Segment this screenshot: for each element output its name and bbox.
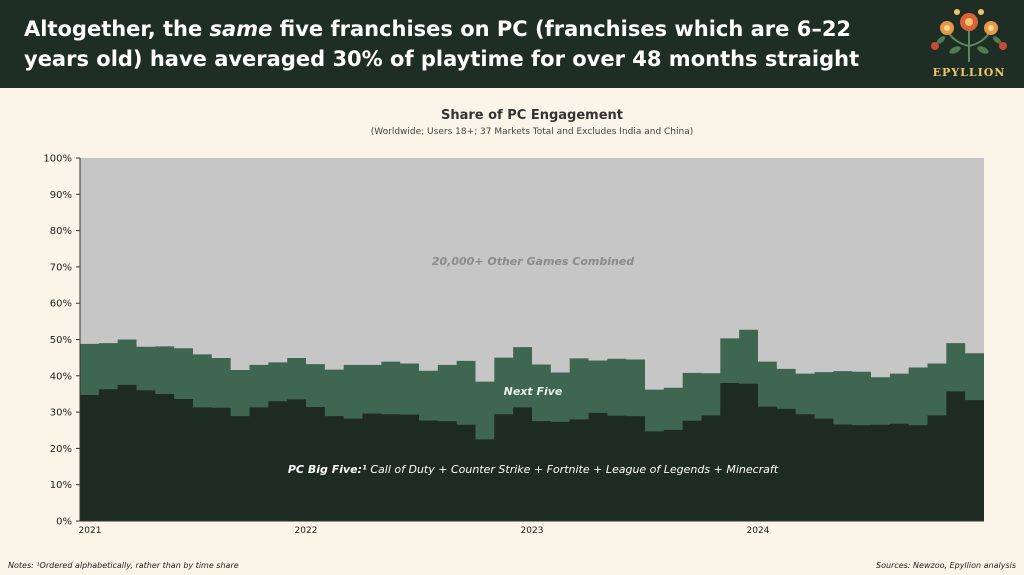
y-tick-label: 100% [43, 154, 72, 165]
others-series-label: 20,000+ Other Games Combined [432, 255, 634, 268]
x-tick-label: 2024 [747, 526, 770, 536]
footnote: Notes: ¹Ordered alphabetically, rather t… [8, 561, 239, 570]
x-tick-label: 2021 [79, 526, 102, 536]
y-tick-label: 60% [50, 299, 72, 310]
y-tick-label: 40% [50, 371, 72, 382]
x-tick-label: 2022 [295, 526, 318, 536]
header-bar: Altogether, the same five franchises on … [0, 0, 1024, 88]
y-tick-label: 20% [50, 444, 72, 455]
headline: Altogether, the same five franchises on … [24, 17, 860, 71]
y-tick-label: 70% [50, 262, 72, 273]
sources: Sources: Newzoo, Epyllion analysis [875, 561, 1016, 570]
big-five-series-label: PC Big Five:¹ Call of Duty + Counter Str… [288, 463, 779, 476]
epyllion-logo: EPYLLION [925, 6, 1013, 82]
y-tick-label: 10% [50, 480, 72, 491]
next-five-series-label: Next Five [504, 385, 563, 398]
chart-title: Share of PC Engagement [440, 108, 624, 123]
y-tick-label: 90% [50, 190, 72, 201]
chart-subtitle: (Worldwide; Users 18+; 37 Markets Total … [370, 127, 694, 137]
y-tick-label: 0% [56, 517, 72, 528]
y-tick-label: 80% [50, 226, 72, 237]
logo-wordmark: EPYLLION [932, 66, 1006, 79]
floral-logo-icon [931, 9, 1007, 63]
big-five-area [80, 383, 984, 521]
headline-emphasis: same [209, 17, 273, 41]
y-tick-label: 50% [50, 335, 72, 346]
y-tick-label: 30% [50, 408, 72, 419]
x-tick-label: 2023 [521, 526, 544, 536]
